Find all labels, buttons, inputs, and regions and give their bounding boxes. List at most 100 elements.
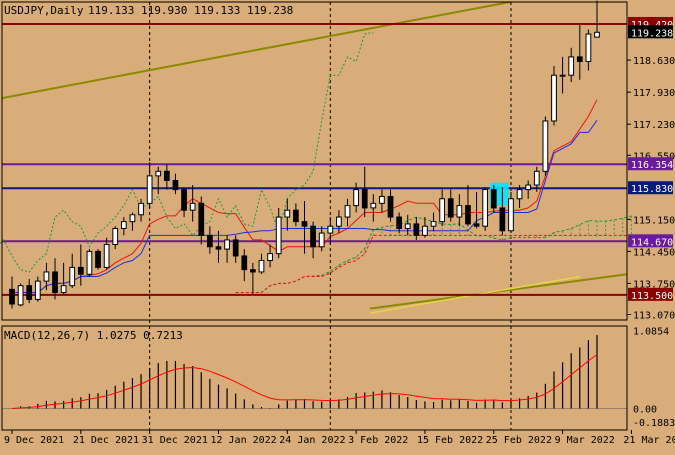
candle-body (482, 189, 489, 227)
candle-body (95, 250, 101, 268)
candle-body (284, 209, 291, 218)
candle-body (525, 184, 532, 191)
candle-body (34, 280, 41, 300)
x-tick-label: 3 Feb 2022 (348, 435, 408, 446)
senkou-span-b (235, 234, 632, 293)
candle-body (516, 189, 523, 200)
candle-body (499, 207, 506, 232)
candle-body (215, 246, 222, 250)
candle-body (112, 227, 119, 246)
x-tick-label: 9 Dec 2021 (4, 435, 64, 446)
candle-body (542, 120, 549, 172)
price-label: 113.500 (631, 291, 673, 302)
candle-body (241, 255, 248, 271)
x-tick-label: 15 Feb 2022 (417, 435, 483, 446)
candle-body (353, 189, 359, 207)
candle-body (275, 216, 282, 255)
candle-body (103, 244, 110, 268)
candle-body (207, 234, 213, 248)
candle-body (318, 232, 325, 248)
symbol-label: USDJPY,Daily (4, 4, 84, 17)
candle-body (120, 221, 127, 229)
candle-body (163, 170, 170, 181)
candle-body (508, 198, 514, 232)
candle-body (568, 56, 575, 76)
y-tick-label: 114.450 (633, 247, 675, 258)
candle-body (52, 271, 58, 294)
candle-body (60, 285, 67, 294)
candle-body (293, 209, 299, 223)
candle-body (336, 216, 342, 227)
candle-body (310, 225, 316, 248)
candle-body (456, 205, 463, 218)
ohlc-readout: 119.133 119.930 119.133 119.238 (88, 4, 293, 17)
x-tick-label: 25 Feb 2022 (486, 435, 552, 446)
x-tick-label: 12 Jan 2022 (210, 435, 276, 446)
x-tick-label: 31 Dec 2021 (142, 435, 208, 446)
candle-body (422, 225, 428, 236)
candle-body (447, 198, 454, 218)
macd-frame (1, 325, 628, 431)
candle-body (396, 216, 402, 229)
axes: 118.630 117.930 117.230 116.550 115.150 114.4… (1, 1, 675, 446)
candle-body (585, 33, 592, 62)
candle-body (9, 288, 15, 305)
y-tick-label: 115.150 (633, 215, 675, 226)
candle-body (146, 175, 153, 204)
candle-body (189, 202, 196, 211)
y-tick-label: 113.750 (633, 279, 675, 290)
macd-signal-line (11, 354, 598, 409)
price-label: 119.238 (631, 28, 673, 39)
candle-body (26, 285, 33, 300)
candle-body (387, 195, 394, 218)
y-tick-label: 117.930 (633, 88, 675, 99)
price-label-box (628, 287, 673, 301)
candle-body (430, 221, 437, 227)
y-tick-label: 113.070 (633, 311, 675, 322)
candle-body (473, 223, 480, 227)
candle-body (86, 250, 93, 275)
candle-body (404, 223, 411, 229)
candle-body (181, 189, 187, 211)
x-tick-label: 9 Mar 2022 (555, 435, 615, 446)
candle-body (155, 170, 162, 177)
price-label-box (628, 234, 673, 248)
candle-body (172, 179, 179, 191)
x-tick-label: 21 Dec 2021 (73, 435, 139, 446)
candle-body (301, 221, 308, 227)
y-tick-label: 116.550 (633, 151, 675, 162)
upper-trendline (1, 1, 511, 100)
candle-body (258, 260, 265, 273)
candle-body (551, 74, 557, 122)
price-label: 116.354 (631, 160, 673, 171)
candle-body (198, 202, 205, 236)
candle-body (344, 205, 351, 218)
price-label: 114.670 (631, 237, 673, 248)
macd-pane (2, 334, 627, 409)
macd-tick-label: 0.00 (633, 404, 657, 415)
candle-body (439, 198, 446, 223)
candle-body (232, 239, 239, 257)
candle-body (370, 202, 377, 209)
price-label: 115.830 (631, 184, 673, 195)
macd-label: MACD(12,26,7) 1.0275 0.7213 (4, 329, 183, 342)
candle-body (594, 31, 600, 38)
candle-body (379, 195, 385, 204)
macd-tick-label: 1.0854 (633, 327, 669, 338)
candle-body (43, 271, 50, 282)
candle-body (250, 269, 256, 273)
candle-body (413, 223, 420, 236)
y-tick-label: 117.230 (633, 120, 675, 131)
macd-tick-label: -0.1883 (633, 418, 675, 429)
y-tick-label: 118.630 (633, 56, 675, 67)
main-frame (1, 1, 628, 321)
candle-body (327, 225, 334, 234)
candle-body (576, 56, 583, 62)
x-tick-label: 24 Jan 2022 (279, 435, 345, 446)
candle-body (533, 170, 540, 186)
candle-body (138, 202, 144, 216)
candle-body (559, 74, 566, 77)
price-label-box (628, 181, 673, 195)
